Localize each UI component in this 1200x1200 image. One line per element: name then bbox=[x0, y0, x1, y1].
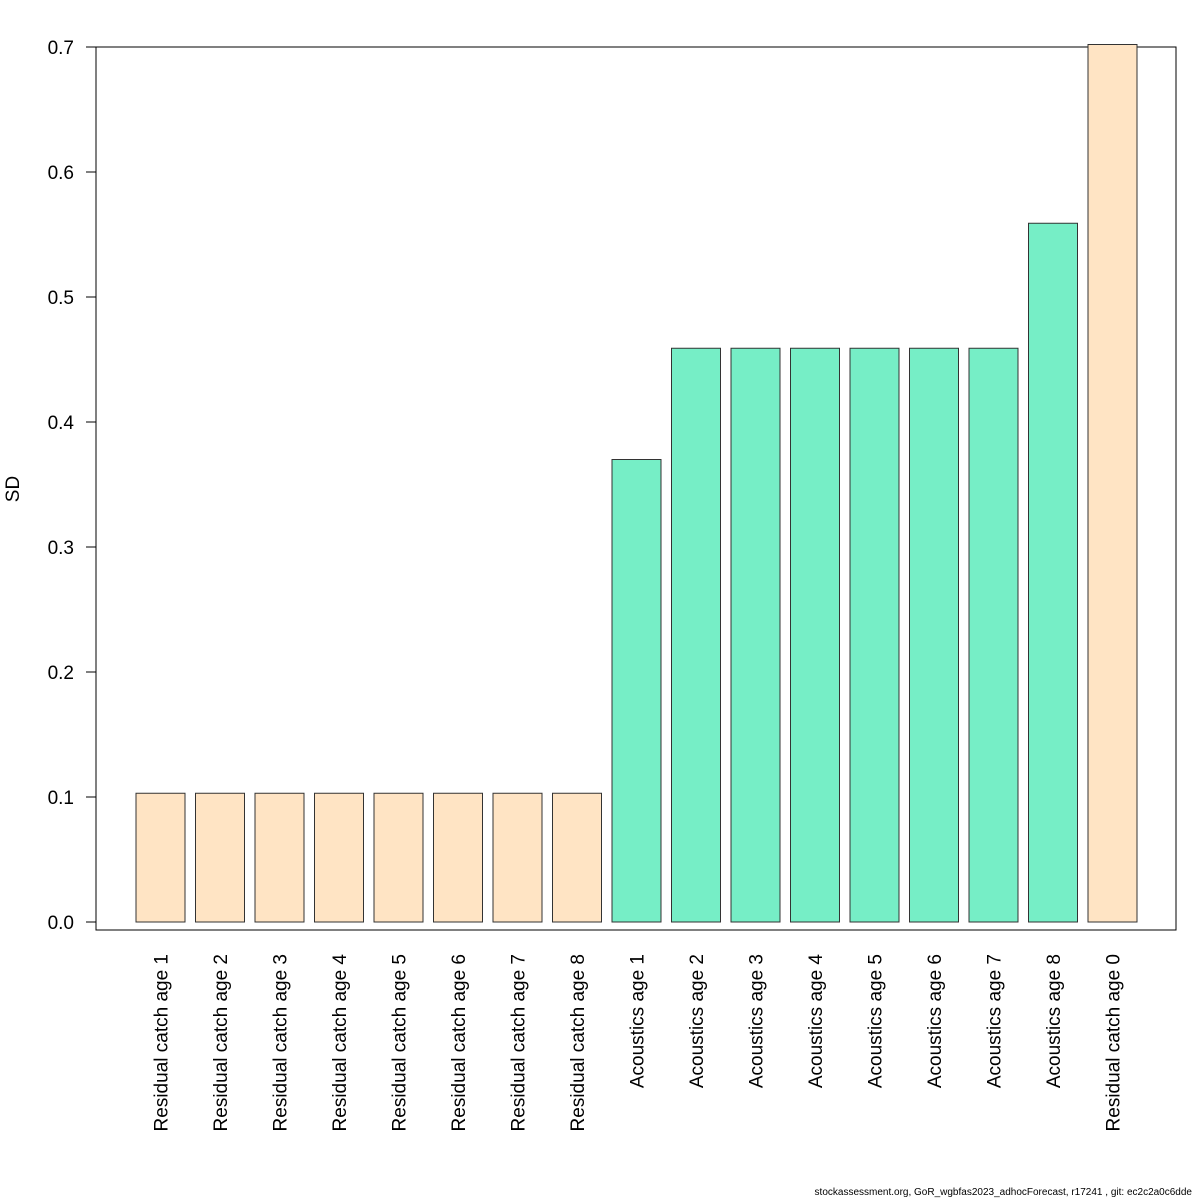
footer-credit: stockassessment.org, GoR_wgbfas2023_adho… bbox=[814, 1187, 1192, 1198]
x-category-label: Acoustics age 5 bbox=[866, 954, 887, 1088]
y-axis-title: SD bbox=[3, 476, 24, 502]
x-category-label: Residual catch age 0 bbox=[1104, 954, 1125, 1131]
bar bbox=[671, 347, 721, 923]
y-tick-label: 0.6 bbox=[48, 163, 74, 184]
x-axis-labels: Residual catch age 1 Residual catch age 2… bbox=[152, 954, 1125, 1132]
bar bbox=[730, 347, 781, 923]
x-category-label: Acoustics age 4 bbox=[806, 954, 827, 1089]
bar bbox=[552, 792, 602, 923]
x-category-label: Residual catch age 8 bbox=[568, 954, 589, 1131]
bar bbox=[314, 792, 364, 923]
y-tick-label: 0.4 bbox=[48, 413, 75, 434]
bar bbox=[849, 347, 900, 923]
x-category-label: Residual catch age 3 bbox=[271, 954, 292, 1131]
bar bbox=[492, 792, 543, 923]
x-category-label: Acoustics age 2 bbox=[687, 954, 708, 1088]
bar bbox=[195, 792, 245, 923]
bar bbox=[611, 459, 662, 923]
bar bbox=[433, 792, 483, 923]
y-axis: 0.0 0.1 0.2 0.3 0.4 0.5 0.6 0.7 bbox=[48, 38, 97, 934]
x-category-label: Residual catch age 4 bbox=[330, 954, 351, 1132]
x-category-label: Residual catch age 6 bbox=[449, 954, 470, 1131]
bar bbox=[254, 792, 305, 923]
y-tick-label: 0.5 bbox=[48, 288, 74, 309]
x-category-label: Residual catch age 2 bbox=[211, 954, 232, 1131]
bars bbox=[135, 44, 1138, 923]
bar bbox=[1028, 222, 1078, 923]
x-category-label: Acoustics age 6 bbox=[925, 954, 946, 1088]
x-category-label: Acoustics age 3 bbox=[747, 954, 768, 1088]
y-tick-label: 0.1 bbox=[48, 788, 74, 809]
y-tick-label: 0.3 bbox=[48, 538, 74, 559]
x-category-label: Residual catch age 1 bbox=[152, 954, 173, 1131]
bar bbox=[968, 347, 1019, 923]
bar bbox=[790, 347, 840, 923]
y-tick-label: 0.2 bbox=[48, 663, 74, 684]
x-category-label: Acoustics age 1 bbox=[628, 954, 649, 1088]
y-tick-label: 0.0 bbox=[48, 913, 74, 934]
x-category-label: Residual catch age 7 bbox=[509, 954, 530, 1131]
bar bbox=[373, 792, 424, 923]
x-category-label: Acoustics age 8 bbox=[1044, 954, 1065, 1088]
bar bbox=[909, 347, 959, 923]
x-category-label: Residual catch age 5 bbox=[390, 954, 411, 1131]
bar bbox=[135, 792, 186, 923]
bar bbox=[1087, 44, 1138, 923]
y-tick-label: 0.7 bbox=[48, 38, 74, 59]
x-category-label: Acoustics age 7 bbox=[985, 954, 1006, 1088]
